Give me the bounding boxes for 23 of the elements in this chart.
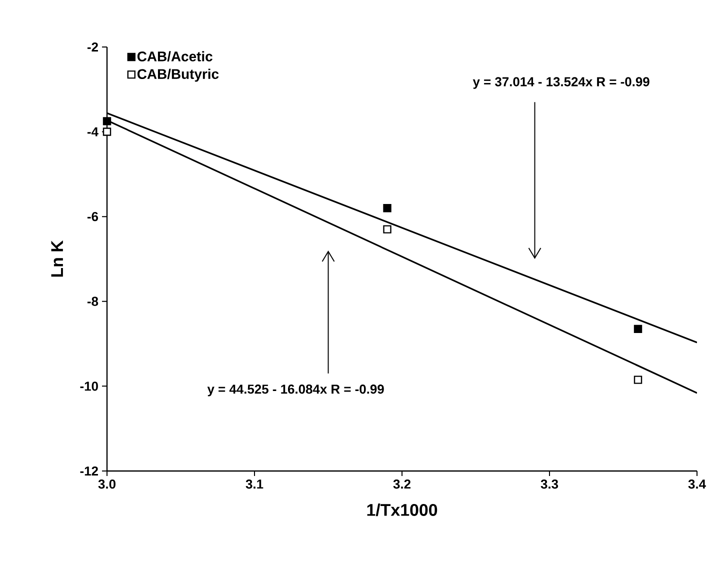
y-tick-label: -4 bbox=[87, 127, 98, 136]
annotation: y = 44.525 - 16.084x R = -0.99 bbox=[207, 384, 384, 396]
legend-label: CAB/Butyric bbox=[137, 68, 219, 82]
point bbox=[383, 204, 392, 212]
y-tick-label: -10 bbox=[80, 382, 98, 391]
y-tick-label: -6 bbox=[87, 212, 98, 222]
point bbox=[634, 324, 642, 334]
point bbox=[383, 225, 392, 234]
legend-label: CAB/Acetic bbox=[137, 51, 212, 62]
y-tick-label: -2 bbox=[87, 42, 98, 52]
x-tick-label: 3.1 bbox=[246, 480, 264, 489]
y-axis-title: Ln K bbox=[51, 240, 63, 277]
point bbox=[634, 376, 642, 384]
y-tick-label: -12 bbox=[80, 466, 98, 476]
x-tick-label: 3.2 bbox=[393, 480, 410, 489]
point bbox=[102, 117, 112, 126]
point bbox=[102, 128, 112, 136]
y-tick-label: -8 bbox=[87, 296, 98, 306]
annotation: y = 37.014 - 13.524x R = -0.99 bbox=[472, 77, 650, 89]
x-tick-label: 3.3 bbox=[540, 480, 558, 489]
x-axis-title: 1/Tx1000 bbox=[367, 504, 438, 516]
x-tick-label: 3.4 bbox=[688, 480, 706, 489]
x-tick-label: 3.0 bbox=[98, 480, 116, 489]
